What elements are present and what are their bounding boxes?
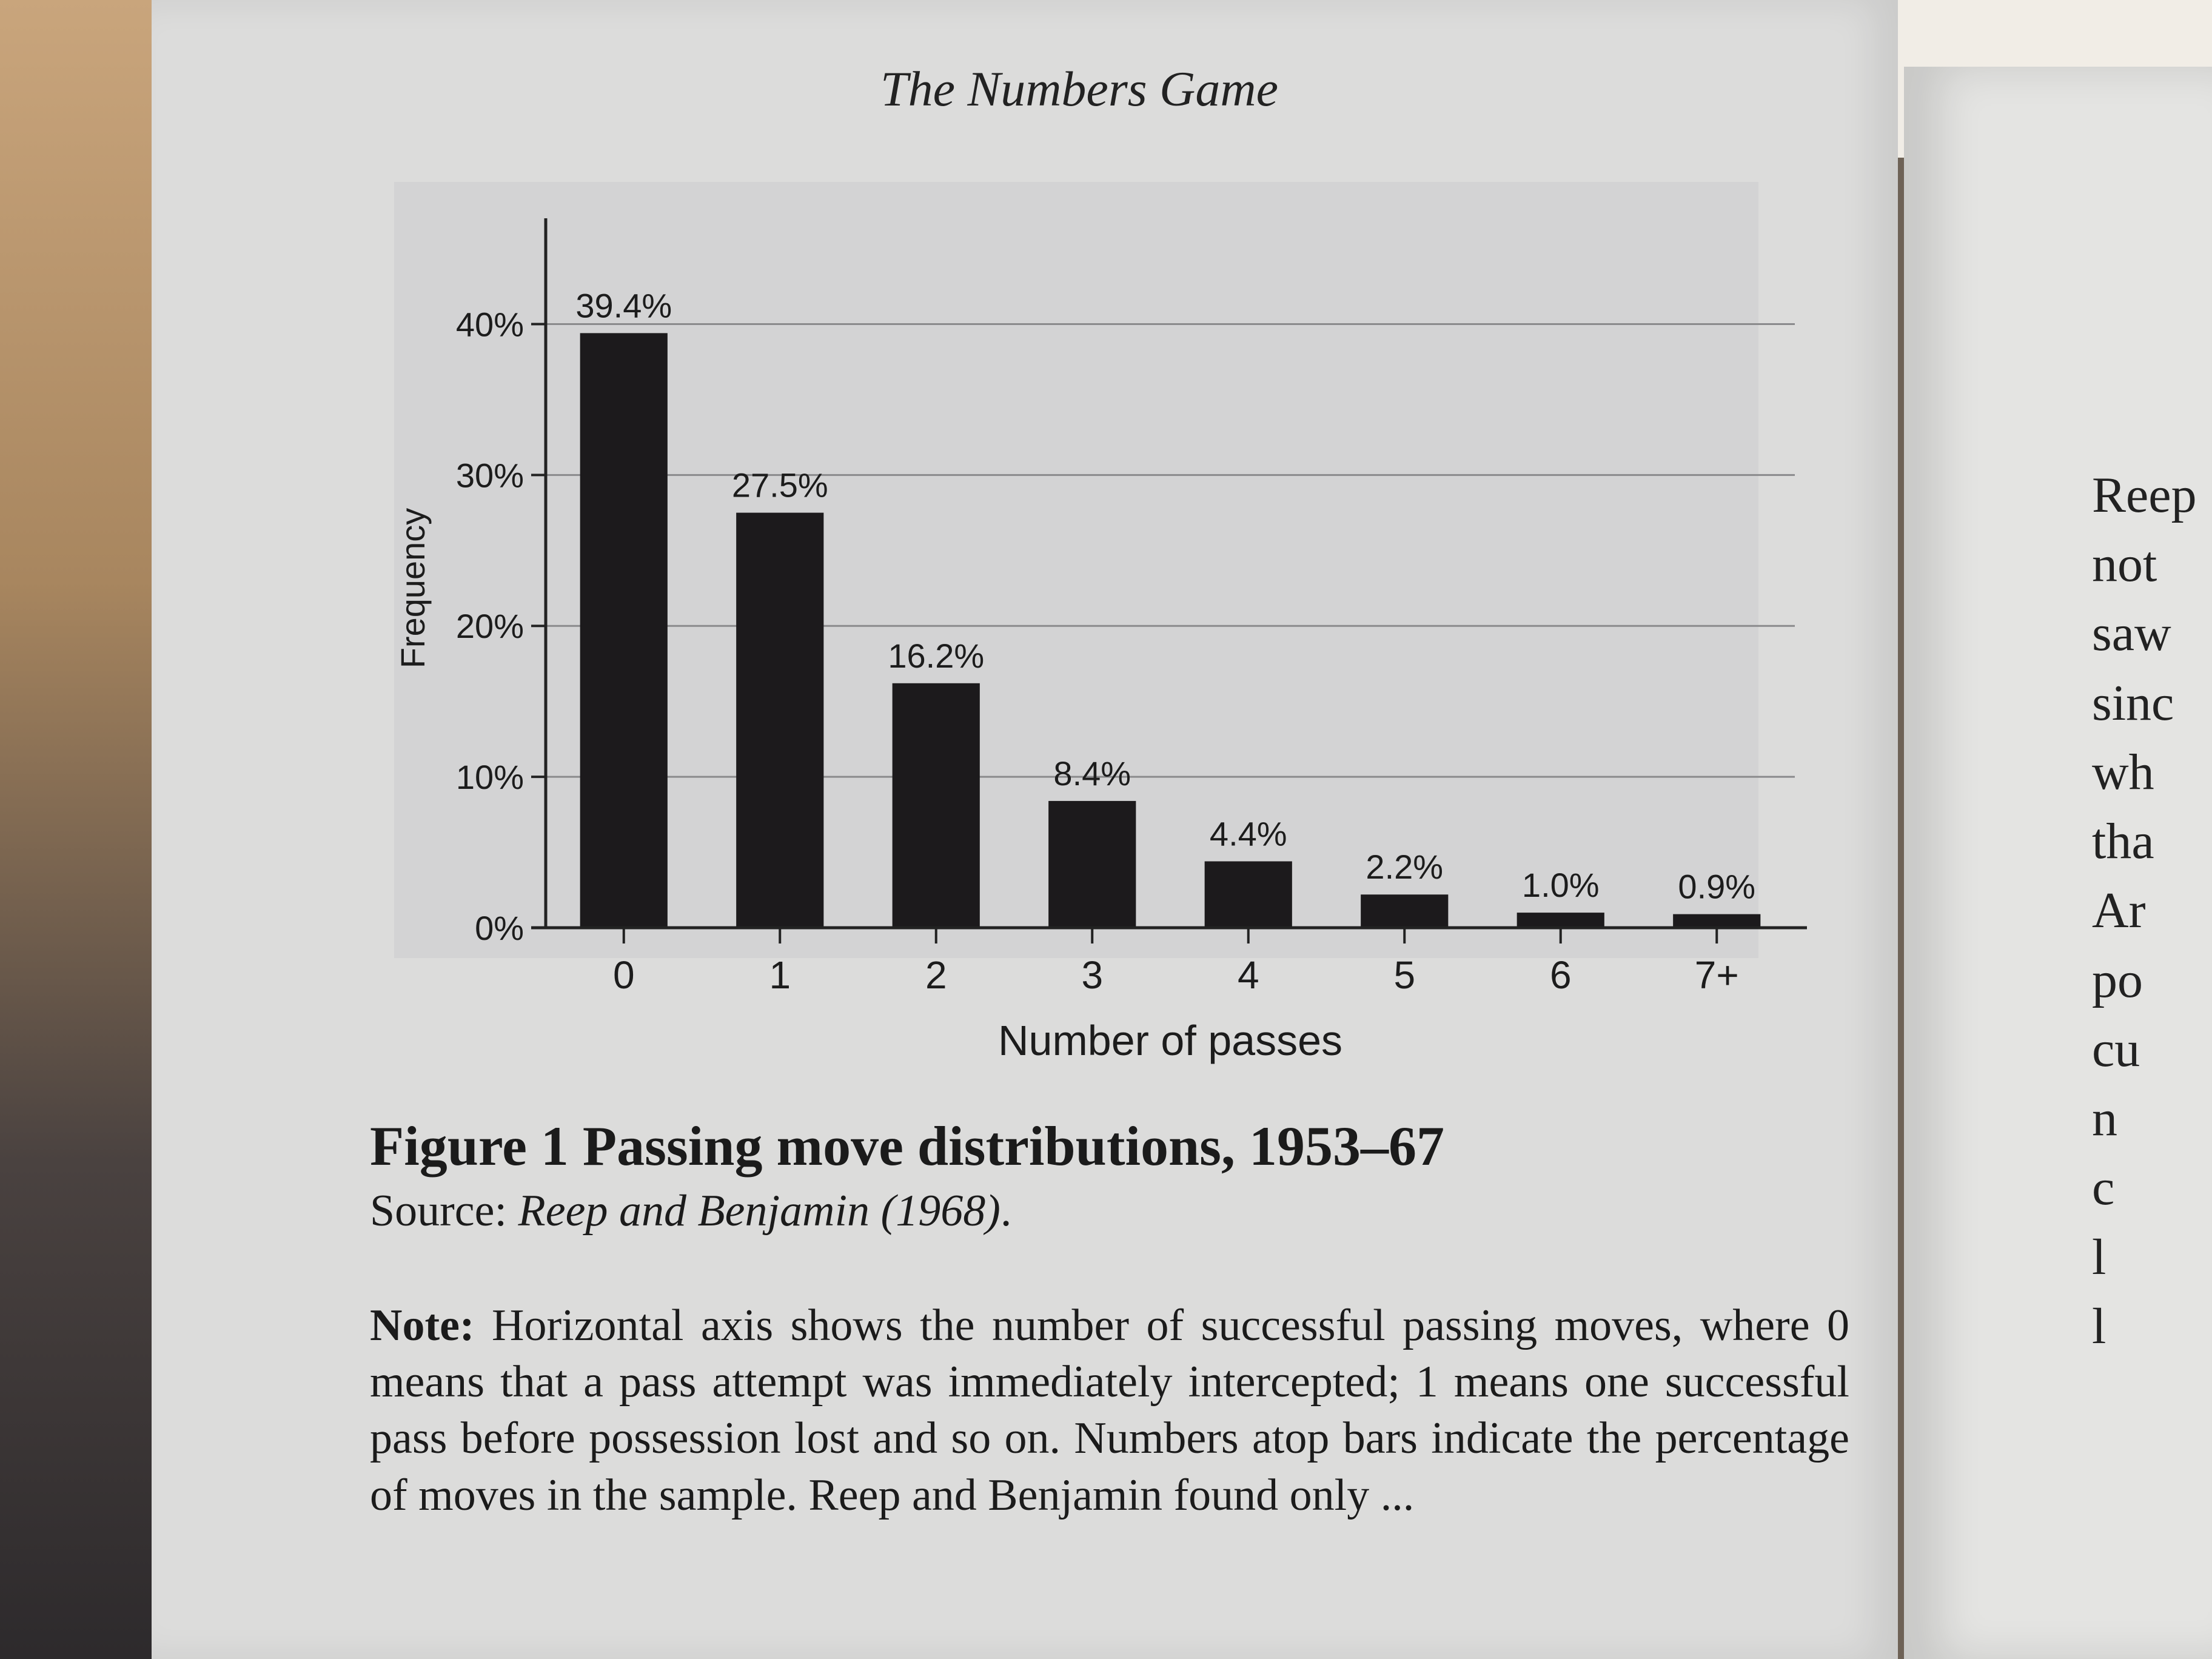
y-tick-label: 30%	[456, 456, 524, 494]
bars: 39.4% 27.5% 16.2% 8.4% 4.4% 2.2% 1.0% 0.9%	[575, 286, 1761, 928]
bar-value-label: 39.4%	[575, 286, 672, 324]
facing-page-line: Reep	[2092, 467, 2197, 523]
bar	[892, 683, 980, 928]
facing-page-line: tha	[2092, 813, 2154, 870]
x-axis-label: Number of passes	[998, 1017, 1342, 1064]
bar-value-label: 8.4%	[1053, 754, 1131, 793]
facing-page-line: l	[2092, 1228, 2106, 1285]
bar	[580, 333, 668, 928]
facing-page-line: Ar	[2092, 882, 2146, 939]
bar	[1048, 800, 1136, 928]
y-tick-label: 0%	[475, 909, 524, 947]
grid-lines	[546, 323, 1795, 778]
facing-page-text: Reep not saw sinc wh tha Ar po cu n c l l	[2092, 461, 2212, 1361]
facing-page-line: not	[2092, 536, 2157, 593]
facing-page	[1904, 67, 2212, 1659]
figure-source: Source: Reep and Benjamin (1968).	[370, 1182, 1855, 1240]
bar-value-label: 0.9%	[1678, 868, 1755, 906]
y-tick-label: 40%	[456, 305, 524, 343]
bar-value-label: 2.2%	[1366, 848, 1443, 886]
facing-page-line: sinc	[2092, 674, 2174, 731]
x-tick-label: 7+	[1695, 953, 1739, 997]
y-tick-label: 10%	[456, 758, 524, 796]
y-axis-label: Frequency	[394, 508, 432, 669]
figure-title: Figure 1 Passing move distributions, 195…	[370, 1115, 1444, 1177]
bar	[1673, 914, 1761, 928]
bar	[1204, 861, 1292, 928]
facing-page-line: saw	[2092, 605, 2171, 662]
x-tick-label: 0	[613, 953, 635, 997]
axes: 0% 10% 20% 30% 40% 0 1 2 3 4 5 6 7+	[456, 218, 1807, 997]
bar	[1361, 894, 1449, 928]
x-tick-label: 3	[1081, 953, 1103, 997]
source-prefix: Source:	[370, 1186, 518, 1236]
facing-page-line: wh	[2092, 743, 2154, 800]
running-head: The Numbers Game	[880, 61, 1278, 116]
facing-page-line: l	[2092, 1298, 2106, 1355]
x-tick-label: 6	[1550, 953, 1572, 997]
source-suffix: .	[1000, 1186, 1012, 1236]
facing-page-line: n	[2092, 1090, 2117, 1147]
source-citation: Reep and Benjamin (1968)	[518, 1186, 1000, 1236]
figure-caption: Figure 1 Passing move distributions, 195…	[370, 1115, 1855, 1240]
bar-value-label: 4.4%	[1210, 814, 1287, 853]
x-tick-label: 5	[1393, 953, 1415, 997]
x-tick-label: 1	[769, 953, 791, 997]
x-tick-label: 4	[1238, 953, 1259, 997]
facing-page-line: po	[2092, 951, 2143, 1008]
bar	[736, 512, 824, 928]
facing-page-line: c	[2092, 1159, 2115, 1216]
bar-value-label: 27.5%	[732, 466, 828, 504]
y-tick-label: 20%	[456, 607, 524, 645]
facing-page-line: cu	[2092, 1021, 2140, 1078]
note-label: Note:	[370, 1301, 475, 1350]
note-text: Horizontal axis shows the number of succ…	[370, 1301, 1849, 1520]
figure-note: Note: Horizontal axis shows the number o…	[370, 1298, 1849, 1524]
x-tick-label: 2	[925, 953, 947, 997]
bar-value-label: 1.0%	[1522, 866, 1600, 904]
bar	[1517, 913, 1604, 928]
bar-value-label: 16.2%	[888, 637, 984, 675]
